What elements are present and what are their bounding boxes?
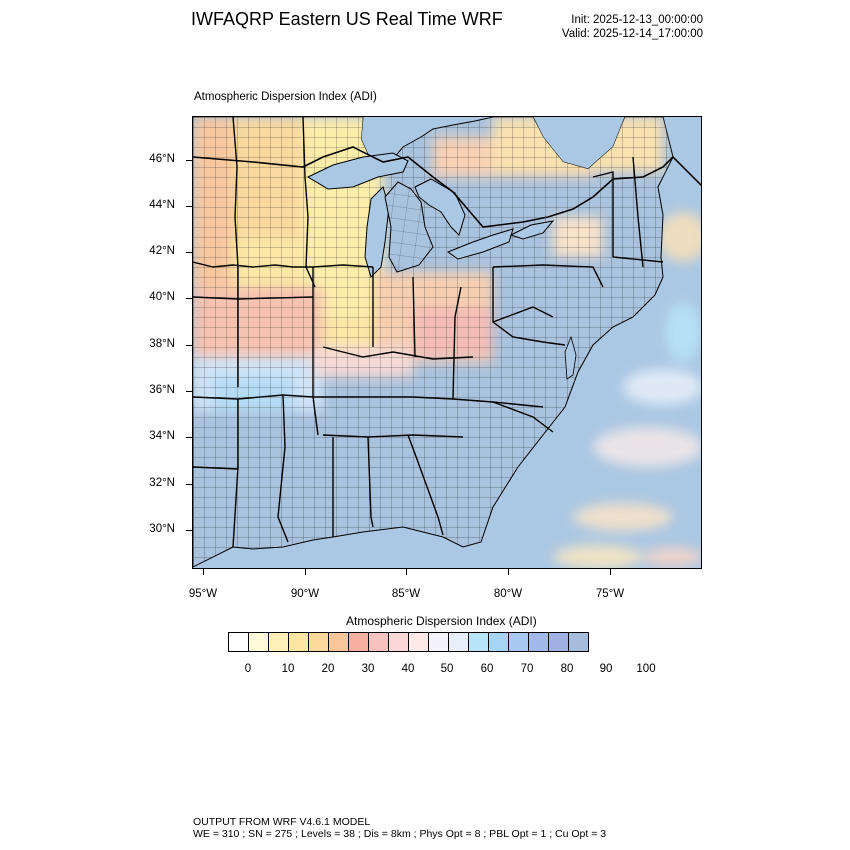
lat-label-40: 40°N	[149, 291, 175, 303]
lon-label-85: 85°W	[391, 588, 421, 600]
lat-label-42: 42°N	[149, 245, 175, 257]
lat-tick	[186, 484, 192, 485]
legend-swatch	[509, 633, 529, 651]
lat-label-46: 46°N	[149, 153, 175, 165]
lat-tick	[186, 252, 192, 253]
lon-label-75: 75°W	[595, 588, 625, 600]
legend-swatch	[269, 633, 289, 651]
lat-label-30: 30°N	[149, 523, 175, 535]
lon-label-95: 95°W	[188, 588, 218, 600]
lat-tick	[186, 391, 192, 392]
legend-label: 50	[440, 663, 454, 675]
model-info-line1: OUTPUT FROM WRF V4.6.1 MODEL	[193, 816, 371, 828]
map-panel	[192, 116, 702, 569]
state-boundaries	[193, 117, 664, 548]
time-info: Init: 2025-12-13_00:00:00 Valid: 2025-12…	[562, 13, 703, 41]
legend-swatch	[289, 633, 309, 651]
page-title: IWFAQRP Eastern US Real Time WRF	[191, 9, 503, 29]
chesapeake-bay	[564, 335, 577, 380]
legend-label: 10	[281, 663, 295, 675]
legend-label: 20	[321, 663, 335, 675]
legend-swatch	[449, 633, 469, 651]
lat-label-36: 36°N	[149, 384, 175, 396]
lat-tick	[186, 437, 192, 438]
map-subtitle: Atmospheric Dispersion Index (ADI)	[194, 91, 377, 103]
legend-label: 90	[599, 663, 613, 675]
ocean-adi-field	[553, 212, 701, 568]
michigan-counties	[385, 182, 433, 272]
lat-label-38: 38°N	[149, 338, 175, 350]
model-info: OUTPUT FROM WRF V4.6.1 MODEL WE = 310 ; …	[193, 816, 606, 840]
adi-map	[193, 117, 701, 568]
legend-swatch	[469, 633, 489, 651]
lon-tick	[203, 569, 204, 575]
lon-tick	[305, 569, 306, 575]
lat-tick	[186, 345, 192, 346]
legend-title: Atmospheric Dispersion Index (ADI)	[346, 614, 537, 628]
legend-swatch	[389, 633, 409, 651]
lat-label-32: 32°N	[149, 477, 175, 489]
canada-border	[193, 146, 701, 228]
legend-swatch	[569, 633, 588, 651]
legend-swatch	[369, 633, 389, 651]
lat-label-44: 44°N	[149, 199, 175, 211]
lat-tick	[186, 160, 192, 161]
legend-label: 80	[560, 663, 574, 675]
legend-swatch	[309, 633, 329, 651]
lat-label-34: 34°N	[149, 430, 175, 442]
legend-swatch	[409, 633, 429, 651]
legend-label: 0	[244, 663, 252, 675]
lon-tick	[508, 569, 509, 575]
legend-swatch	[529, 633, 549, 651]
legend-label: 60	[480, 663, 494, 675]
lat-tick	[186, 530, 192, 531]
lon-tick	[610, 569, 611, 575]
lon-tick	[406, 569, 407, 575]
legend-swatch	[229, 633, 249, 651]
legend-swatch	[429, 633, 449, 651]
valid-time: Valid: 2025-12-14_17:00:00	[561, 28, 703, 40]
lat-tick	[186, 206, 192, 207]
legend-label: 30	[361, 663, 375, 675]
legend-label: 40	[401, 663, 415, 675]
init-time: Init: 2025-12-13_00:00:00	[571, 14, 703, 26]
legend-swatch	[329, 633, 349, 651]
lon-label-80: 80°W	[493, 588, 523, 600]
legend-label: 100	[636, 663, 656, 675]
legend-swatch	[549, 633, 569, 651]
legend-swatch	[349, 633, 369, 651]
lon-label-90: 90°W	[290, 588, 320, 600]
legend-swatch	[489, 633, 509, 651]
color-legend	[228, 632, 589, 652]
lat-tick	[186, 298, 192, 299]
model-info-line2: WE = 310 ; SN = 275 ; Levels = 38 ; Dis …	[193, 828, 607, 840]
legend-label: 70	[520, 663, 534, 675]
legend-swatch	[249, 633, 269, 651]
